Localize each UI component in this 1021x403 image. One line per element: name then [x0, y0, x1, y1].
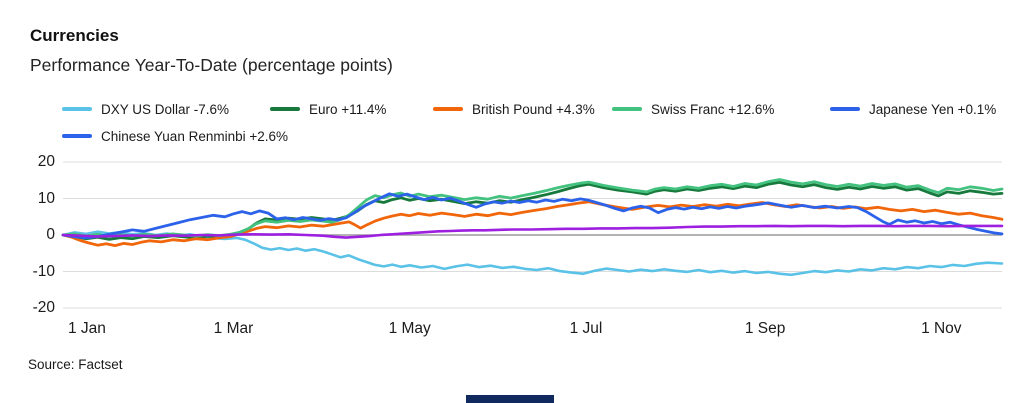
legend-label: Swiss Franc +12.6% [651, 101, 775, 117]
legend-swatch-euro [270, 107, 300, 111]
chart-series-lines [61, 178, 1004, 277]
legend-swatch-british-pound [433, 107, 463, 111]
legend-item-chinese-yuan-renminbi: Chinese Yuan Renminbi +2.6% [62, 128, 288, 144]
series-line-chinese-yuan-renminbi [61, 224, 1004, 239]
legend-label: British Pound +4.3% [472, 101, 595, 117]
legend-swatch-swiss-franc [612, 107, 642, 111]
legend-label: Japanese Yen +0.1% [869, 101, 997, 117]
series-line-japanese-yen [61, 192, 1004, 240]
legend-item-british-pound: British Pound +4.3% [433, 101, 595, 117]
chart-subtitle: Performance Year-To-Date (percentage poi… [30, 55, 393, 75]
page-title: Currencies [30, 26, 119, 45]
legend-label: DXY US Dollar -7.6% [101, 101, 230, 117]
legend-label: Chinese Yuan Renminbi +2.6% [101, 128, 289, 144]
legend-item-euro: Euro +11.4% [270, 101, 386, 117]
series-line-dxy-us-dollar [61, 230, 1004, 277]
legend-item-dxy-us-dollar: DXY US Dollar -7.6% [62, 101, 229, 117]
legend-swatch-chinese-yuan-renminbi [62, 134, 92, 138]
legend-label: Euro +11.4% [309, 101, 387, 117]
legend-item-japanese-yen: Japanese Yen +0.1% [830, 101, 996, 117]
bottom-bar-fragment [466, 395, 554, 403]
legend-swatch-japanese-yen [830, 107, 860, 111]
legend-swatch-dxy-us-dollar [62, 107, 92, 111]
legend-item-swiss-franc: Swiss Franc +12.6% [612, 101, 774, 117]
source-note: Source: Factset [28, 357, 123, 372]
